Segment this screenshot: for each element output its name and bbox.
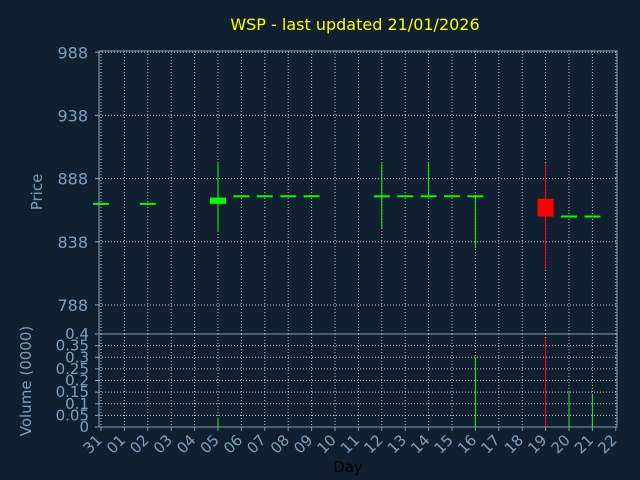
price-tick-label: 988 xyxy=(57,43,88,62)
price-tick-label: 888 xyxy=(57,170,88,189)
candle-body xyxy=(93,202,109,205)
candle-body xyxy=(467,195,484,198)
candle-body xyxy=(420,195,437,198)
volume-tick-label: 0.25 xyxy=(56,360,89,378)
price-tick-label: 788 xyxy=(57,296,88,315)
candle-body xyxy=(256,195,273,198)
candle-body xyxy=(303,195,320,198)
candle-body xyxy=(537,198,554,217)
volume-tick-label: 0.1 xyxy=(65,395,89,413)
candle-body xyxy=(210,197,226,204)
volume-tick-label: 0 xyxy=(79,418,89,436)
price-tick-label: 838 xyxy=(57,233,88,252)
candles xyxy=(93,163,601,270)
candle-body xyxy=(561,215,577,218)
volume-tick-label: 0.35 xyxy=(56,337,89,355)
volume-tick-label: 0.3 xyxy=(65,348,89,366)
candle-body xyxy=(397,195,414,198)
candle-body xyxy=(373,195,390,198)
candle-body xyxy=(139,202,156,205)
volume-bars xyxy=(217,338,593,427)
chart-title: WSP - last updated 21/01/2026 xyxy=(230,15,479,34)
candle-body xyxy=(280,195,297,198)
candle-body xyxy=(584,215,601,218)
volume-tick-label: 0.15 xyxy=(56,383,89,401)
volume-grid xyxy=(99,333,617,428)
candle-body xyxy=(233,195,250,198)
price-grid xyxy=(99,51,617,334)
volume-axis-label: Volume (0000) xyxy=(17,326,35,436)
price-tick-label: 938 xyxy=(57,106,88,125)
price-axis-label: Price xyxy=(28,174,46,211)
candle-body xyxy=(444,195,460,198)
volume-tick-label: 0.4 xyxy=(65,325,89,343)
volume-tick-label: 0.05 xyxy=(56,406,89,424)
x-axis-label: Day xyxy=(333,458,363,476)
volume-tick-label: 0.2 xyxy=(65,372,89,390)
